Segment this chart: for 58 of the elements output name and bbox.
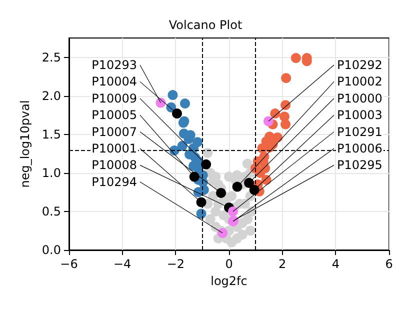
x-tick-label: −6 [60, 257, 78, 271]
annotation: P10293 [92, 58, 137, 72]
x-tick-label: −4 [113, 257, 132, 271]
y-tick-label: 0.5 [42, 204, 61, 218]
x-tick-label: 6 [385, 257, 393, 271]
y-tick-label: 1.0 [42, 166, 61, 180]
point [237, 230, 248, 240]
annotation: P10295 [337, 158, 382, 172]
point [224, 172, 234, 182]
point [202, 148, 213, 158]
x-tick-label: −2 [166, 257, 185, 271]
point [244, 178, 254, 188]
point [290, 53, 301, 64]
point [280, 119, 291, 130]
chart-title: Volcano Plot [168, 18, 242, 32]
annotation: P10294 [92, 174, 137, 189]
point [281, 73, 292, 84]
x-tick-label: 0 [225, 257, 233, 271]
annotation: P10009 [92, 91, 137, 106]
annotation: P10003 [337, 108, 382, 122]
annotation: P10008 [92, 158, 137, 172]
point [242, 158, 252, 169]
y-tick-label: 0.0 [42, 243, 61, 257]
annotation: P10291 [337, 124, 382, 139]
point [255, 168, 266, 178]
point [270, 108, 280, 119]
y-tick-label: 1.5 [42, 127, 61, 142]
annotation: P10005 [92, 108, 137, 122]
x-tick-label: 4 [332, 257, 340, 271]
point [226, 191, 237, 202]
annotation: P10002 [337, 74, 382, 89]
y-axis-title: neg_log10pval [18, 100, 32, 188]
point [201, 159, 212, 170]
point [180, 98, 190, 109]
point [168, 90, 178, 100]
point [228, 206, 238, 216]
point [205, 214, 216, 224]
annotation: P10001 [92, 142, 137, 156]
annotation: P10006 [337, 142, 382, 156]
annotation: P10004 [92, 74, 137, 89]
y-tick-label: 2.5 [42, 50, 61, 64]
point [218, 228, 228, 238]
point [232, 182, 242, 192]
annotation: P10007 [92, 124, 137, 139]
annotation: P10000 [337, 91, 382, 106]
point [263, 116, 274, 126]
point [196, 197, 206, 208]
x-tick-label: 2 [278, 257, 286, 271]
point [210, 206, 221, 216]
point [280, 100, 291, 110]
x-axis-title: log2fc [210, 274, 248, 288]
y-tick-label: 2.0 [42, 88, 61, 103]
point [172, 108, 182, 119]
point [216, 188, 226, 198]
point [245, 226, 256, 236]
point [218, 210, 229, 220]
annotation: P10292 [337, 58, 382, 72]
point [198, 184, 209, 195]
